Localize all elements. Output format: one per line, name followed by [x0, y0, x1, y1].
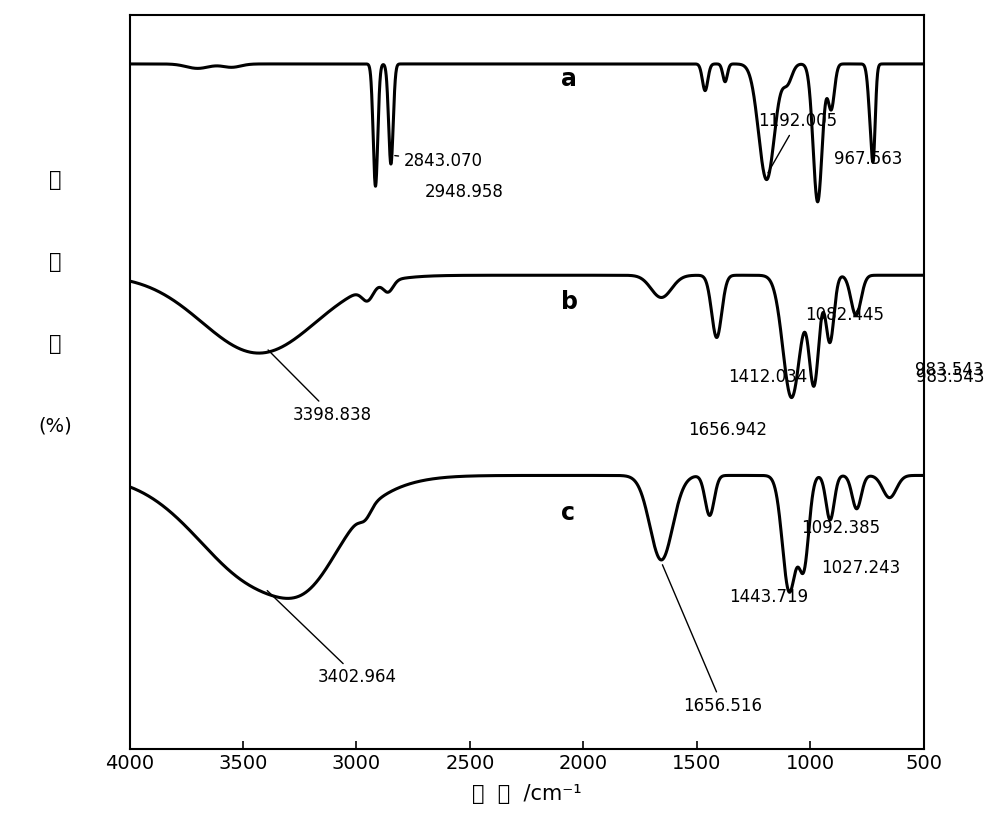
Text: 3398.838: 3398.838 [268, 350, 372, 423]
Text: 983.543: 983.543 [915, 361, 983, 379]
Text: 983.543: 983.543 [916, 368, 985, 386]
Text: 2948.958: 2948.958 [424, 183, 503, 201]
Text: 1082.445: 1082.445 [806, 305, 885, 324]
Text: c: c [561, 501, 575, 525]
Text: (%): (%) [38, 416, 72, 436]
Text: 光: 光 [49, 252, 61, 272]
Text: 透: 透 [49, 170, 61, 190]
Text: 1656.516: 1656.516 [662, 565, 762, 715]
Text: 1092.385: 1092.385 [801, 519, 880, 537]
Text: 率: 率 [49, 334, 61, 354]
Text: 967.563: 967.563 [834, 150, 902, 168]
Text: a: a [561, 67, 576, 91]
Text: 1443.719: 1443.719 [730, 588, 809, 606]
Text: 1027.243: 1027.243 [821, 559, 901, 577]
Text: 1412.034: 1412.034 [728, 368, 808, 386]
X-axis label: 波  数  /cm⁻¹: 波 数 /cm⁻¹ [472, 784, 581, 804]
Text: b: b [561, 290, 578, 314]
Text: 1192.005: 1192.005 [758, 112, 837, 173]
Text: 2843.070: 2843.070 [395, 152, 483, 170]
Text: 3402.964: 3402.964 [267, 590, 397, 686]
Text: 1656.942: 1656.942 [688, 422, 767, 440]
